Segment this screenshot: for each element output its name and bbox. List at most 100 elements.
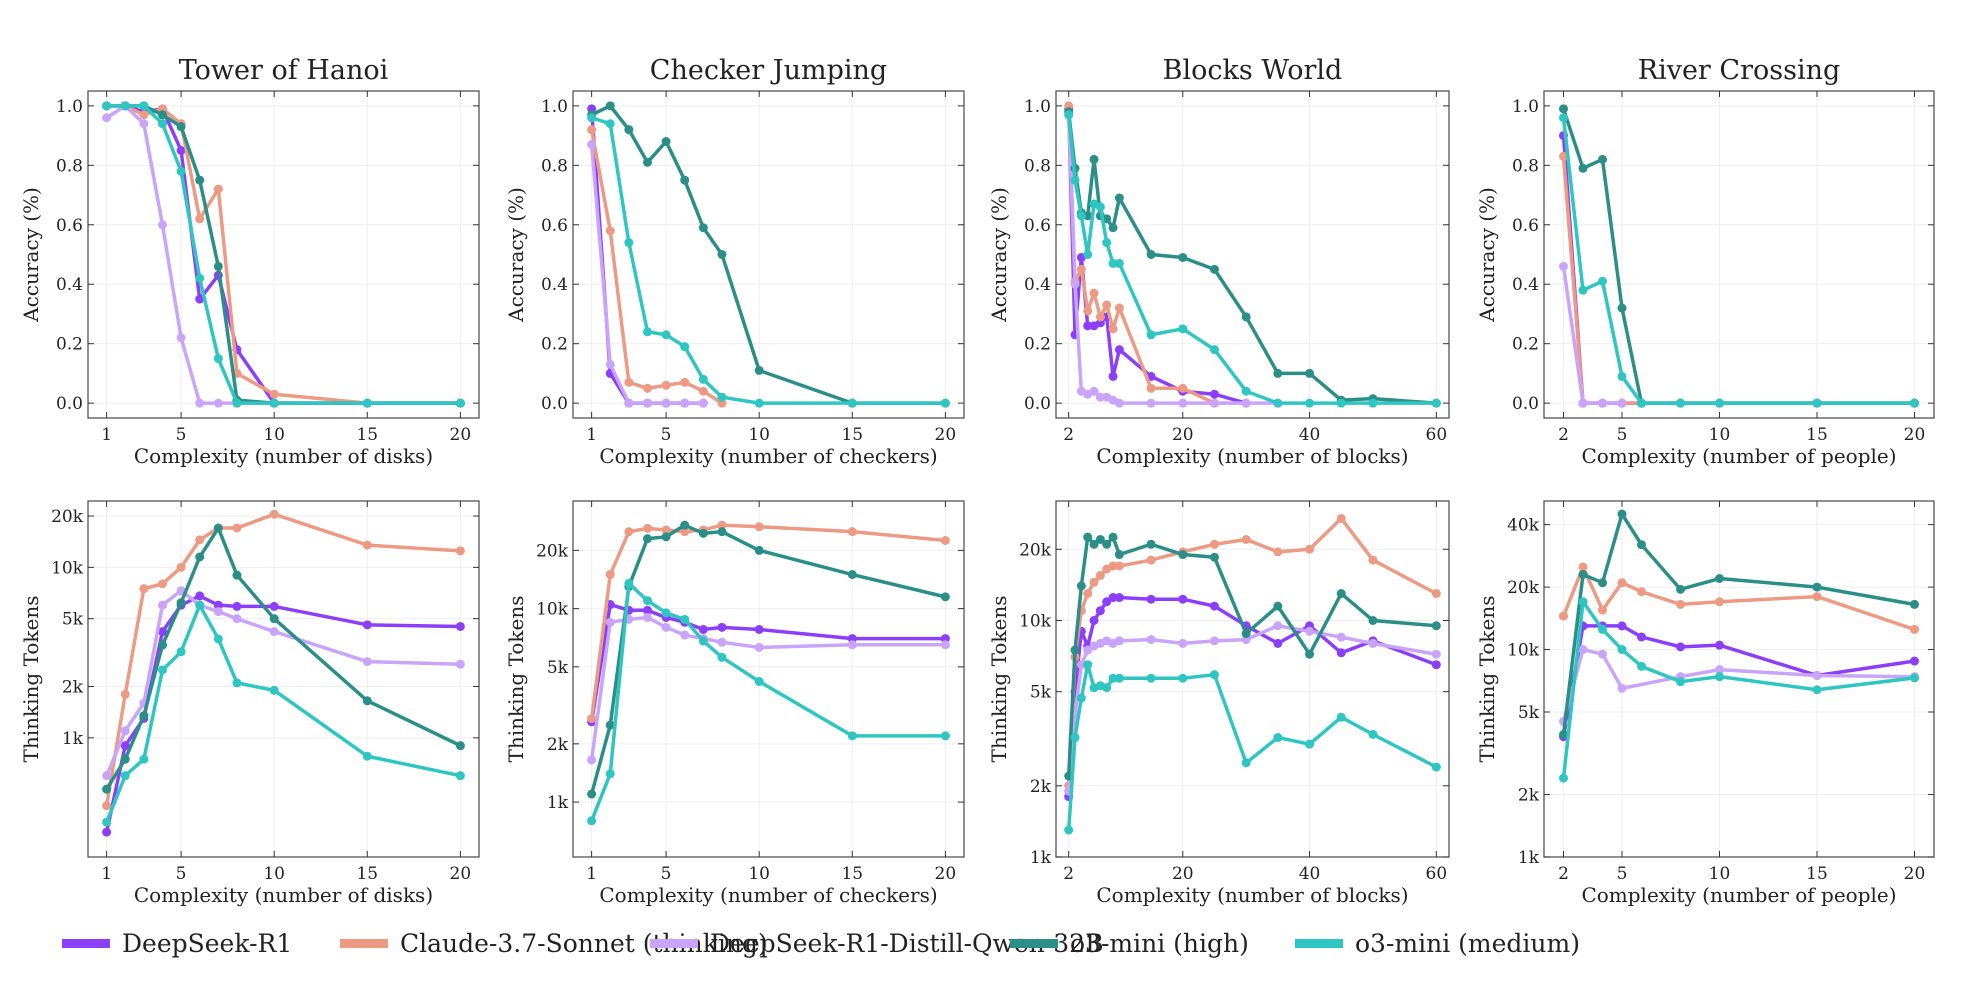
data-point [176,333,186,343]
data-point [1637,587,1646,597]
data-point [1108,324,1118,334]
data-point [157,220,167,230]
data-point [1812,398,1822,408]
data-point [642,612,652,622]
data-point [940,592,950,602]
x-tick-label: 10 [1709,425,1731,445]
data-point [680,630,690,640]
data-point [940,731,950,741]
x-tick-label: 15 [356,425,378,445]
data-point [1241,629,1251,639]
data-point [1076,264,1086,274]
y-tick-label: 20k [1507,578,1540,598]
data-point [717,637,727,647]
y-tick-label: 10k [536,600,569,620]
y-tick-label: 0.6 [56,216,83,236]
subplot-2: 2 20 40 60 0.0 0.2 0.4 0.6 0.8 1.0 Blocks World Com… [987,55,1450,468]
data-point [605,570,615,580]
series-line [1066,623,1437,792]
series-o3-mini-medium- [102,600,465,827]
data-point [698,223,708,233]
data-point [698,636,708,646]
data-point [1305,544,1315,554]
data-point [269,389,279,399]
data-point [102,101,112,111]
y-tick-label: 10k [51,558,84,578]
series-deepseek-r1 [587,104,708,408]
data-point [1336,589,1346,599]
data-point [1095,202,1105,212]
data-point [102,771,112,781]
data-point [269,398,279,408]
data-point [1083,532,1093,542]
data-point [455,398,465,408]
x-tick-label: 10 [748,425,770,445]
data-point [1095,312,1105,322]
data-point [847,398,857,408]
x-axis-label: Complexity (number of blocks) [1096,883,1408,907]
data-point [717,520,727,530]
x-tick-label: 60 [1426,425,1448,445]
y-tick-label: 0.2 [541,335,568,355]
series-line [1561,565,1916,632]
data-point [1910,599,1919,609]
x-tick-label: 5 [661,864,672,884]
data-point [1146,673,1156,683]
x-axis-label: Complexity (number of people) [1581,883,1896,907]
data-point [1178,638,1188,648]
data-point [1715,574,1724,584]
data-point [1102,539,1112,549]
data-point [455,771,465,781]
data-point [680,520,690,530]
data-point [1089,615,1099,625]
axes-frame [1543,90,1935,419]
y-axis-label: Accuracy (%) [504,187,528,323]
data-point [1083,250,1093,259]
data-point [1617,578,1627,588]
x-tick-label: 20 [1172,425,1194,445]
series-o3-mini-high- [1559,104,1919,408]
data-point [1368,729,1378,739]
data-point [102,817,112,827]
data-point [661,137,671,147]
data-point [139,110,149,120]
series-line [106,104,461,405]
data-point [1083,589,1093,599]
y-axis-label: Thinking Tokens [1475,596,1499,763]
data-point [1431,649,1441,659]
data-point [1637,632,1646,642]
axes-frame [572,90,965,419]
data-point [1559,113,1568,123]
y-tick-label: 20k [1019,540,1052,560]
data-point [213,600,223,610]
y-tick-label: 20k [536,541,569,561]
y-tick-label: 20k [51,507,84,527]
data-point [1076,581,1086,591]
data-point [642,605,652,615]
legend: DeepSeek-R1 Claude-3.7-Sonnet (thinking)D… [62,929,1580,958]
data-point [120,689,130,699]
data-point [1559,773,1568,783]
x-tick-label: 5 [176,864,187,884]
data-point [754,398,764,408]
data-point [624,377,634,387]
data-point [213,607,223,617]
y-tick-label: 0.8 [1024,156,1051,176]
data-point [1146,539,1156,549]
data-point [1089,539,1099,549]
series-line [590,104,946,405]
data-point [940,398,950,408]
data-point [1305,368,1315,378]
x-tick-label: 20 [935,425,957,445]
data-point [1083,660,1093,670]
data-point [1070,733,1080,743]
data-point [587,113,597,123]
series-deepseek-r1 [1064,593,1441,802]
data-point [157,640,167,650]
data-point [1559,104,1568,114]
y-tick-label: 5k [1518,703,1540,723]
data-point [1178,398,1188,408]
series-claude-3-7-sonnet-thinking- [1064,101,1251,408]
